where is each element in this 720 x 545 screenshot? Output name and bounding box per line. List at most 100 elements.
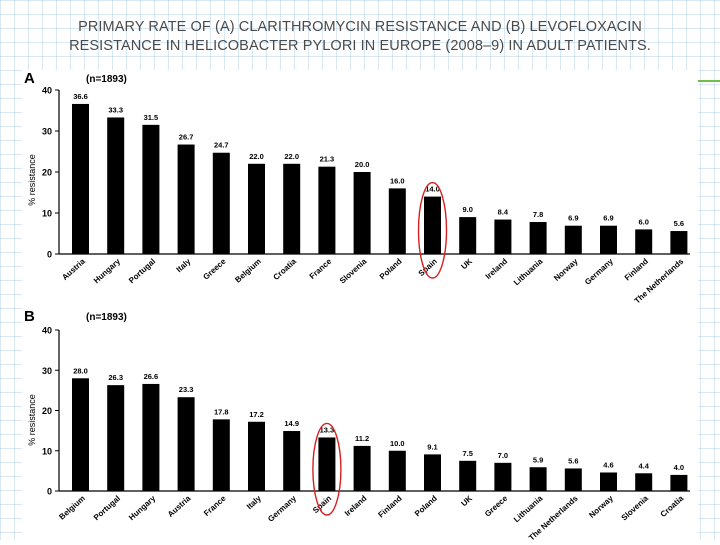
y-tick-label: 10	[42, 209, 52, 219]
category-label: Portugal	[127, 257, 157, 285]
y-tick-label: 20	[42, 406, 52, 416]
data-label: 7.0	[498, 451, 508, 460]
bar-portugal	[142, 124, 160, 254]
category-label: Poland	[378, 257, 404, 282]
data-label: 4.4	[638, 461, 649, 470]
bar-germany	[600, 225, 617, 254]
bar-belgium	[248, 163, 265, 254]
data-label: 22.0	[249, 152, 264, 161]
category-label: Poland	[413, 494, 439, 519]
data-label: 10.0	[390, 439, 405, 448]
bar-the-netherlands	[564, 468, 582, 491]
data-label: 23.3	[179, 385, 194, 394]
data-label: 7.8	[533, 210, 543, 219]
data-label: 6.9	[603, 214, 613, 223]
category-label: Slovenia	[620, 493, 651, 522]
y-tick-label: 40	[42, 86, 52, 96]
bar-austria	[72, 103, 89, 254]
bar-uk	[459, 217, 477, 254]
chart-panel-a: A (n=1893) 0 10 20 30 40 % resistance 36.6 Austri…	[24, 70, 690, 305]
panel-label: A	[24, 70, 35, 87]
bar-austria	[177, 397, 195, 491]
y-tick-label: 0	[47, 487, 52, 497]
category-label: Portugal	[92, 494, 122, 522]
y-tick-label: 30	[42, 127, 52, 137]
data-label: 20.0	[355, 160, 370, 169]
category-label: Austria	[60, 256, 87, 281]
bar-norway	[564, 225, 582, 254]
bar-slovenia	[353, 172, 371, 254]
category-label: Croatia	[659, 493, 686, 518]
slide-title: PRIMARY RATE OF (A) CLARITHROMYCIN RESIS…	[69, 19, 651, 54]
bar-hungary	[142, 383, 160, 491]
bar-croatia	[283, 163, 301, 254]
data-label: 7.5	[462, 449, 472, 458]
data-label: 14.9	[284, 419, 299, 428]
category-label: Ireland	[484, 257, 510, 281]
bar-ireland	[494, 219, 512, 254]
bar-germany	[283, 431, 301, 491]
category-label: Finland	[376, 494, 403, 520]
y-tick-label: 40	[42, 326, 52, 336]
sample-size-note: (n=1893)	[86, 74, 127, 85]
y-axis-label: % resistance	[27, 394, 37, 446]
category-label: Ireland	[343, 494, 369, 518]
category-label: Belgium	[233, 257, 262, 285]
data-label: 5.6	[674, 219, 684, 228]
data-label: 5.9	[533, 455, 543, 464]
category-label: Lithuania	[512, 493, 545, 524]
data-label: 13.3	[320, 425, 335, 434]
bar-greece	[212, 152, 230, 254]
data-label: 14.0	[425, 185, 440, 194]
category-label: Croatia	[272, 256, 299, 281]
y-axis-label: % resistance	[27, 154, 37, 206]
category-label: UK	[459, 494, 474, 509]
category-label: France	[202, 493, 228, 518]
bar-poland	[424, 454, 441, 491]
data-label: 8.4	[498, 208, 509, 217]
bar-finland	[635, 229, 653, 254]
category-label: Germany	[266, 493, 298, 523]
data-label: 26.7	[179, 133, 194, 142]
bar-france	[318, 166, 336, 254]
chart-panel-b: B (n=1893) 0 10 20 30 40 % resistance 28.0 Belgiu…	[24, 308, 690, 542]
category-label: Norway	[552, 256, 580, 282]
category-label: Hungary	[127, 493, 158, 522]
category-label: Slovenia	[338, 256, 369, 285]
y-tick-label: 10	[42, 446, 52, 456]
data-label: 5.6	[568, 456, 578, 465]
bar-portugal	[107, 385, 125, 491]
bar-italy	[177, 144, 195, 254]
bar-italy	[248, 421, 265, 491]
data-label: 28.0	[73, 366, 88, 375]
y-tick-label: 20	[42, 168, 52, 178]
bar-norway	[600, 472, 617, 491]
data-label: 11.2	[355, 434, 369, 443]
accent-line	[698, 80, 720, 82]
highlight-ellipse	[312, 422, 342, 516]
data-label: 17.8	[214, 407, 229, 416]
y-tick-label: 30	[42, 366, 52, 376]
bar-the-netherlands	[670, 231, 688, 254]
bar-lithuania	[529, 467, 547, 491]
data-label: 9.0	[462, 205, 472, 214]
bar-slovenia	[635, 473, 653, 491]
category-label: Austria	[166, 493, 193, 518]
data-label: 22.0	[284, 152, 299, 161]
data-label: 33.3	[108, 105, 123, 114]
category-label: Greece	[201, 256, 228, 281]
bar-uk	[459, 460, 477, 491]
category-label: Germany	[583, 256, 615, 286]
data-label: 4.6	[603, 460, 613, 469]
category-label: Italy	[175, 256, 193, 274]
bar-croatia	[670, 474, 688, 491]
bar-ireland	[353, 445, 371, 491]
data-label: 26.3	[108, 373, 123, 382]
category-label: Italy	[245, 493, 263, 511]
data-label: 6.0	[638, 217, 648, 226]
data-label: 4.0	[674, 463, 684, 472]
data-label: 31.5	[144, 113, 159, 122]
highlight-ellipse	[417, 181, 448, 279]
category-label: Finland	[623, 257, 650, 283]
bar-lithuania	[529, 222, 547, 254]
